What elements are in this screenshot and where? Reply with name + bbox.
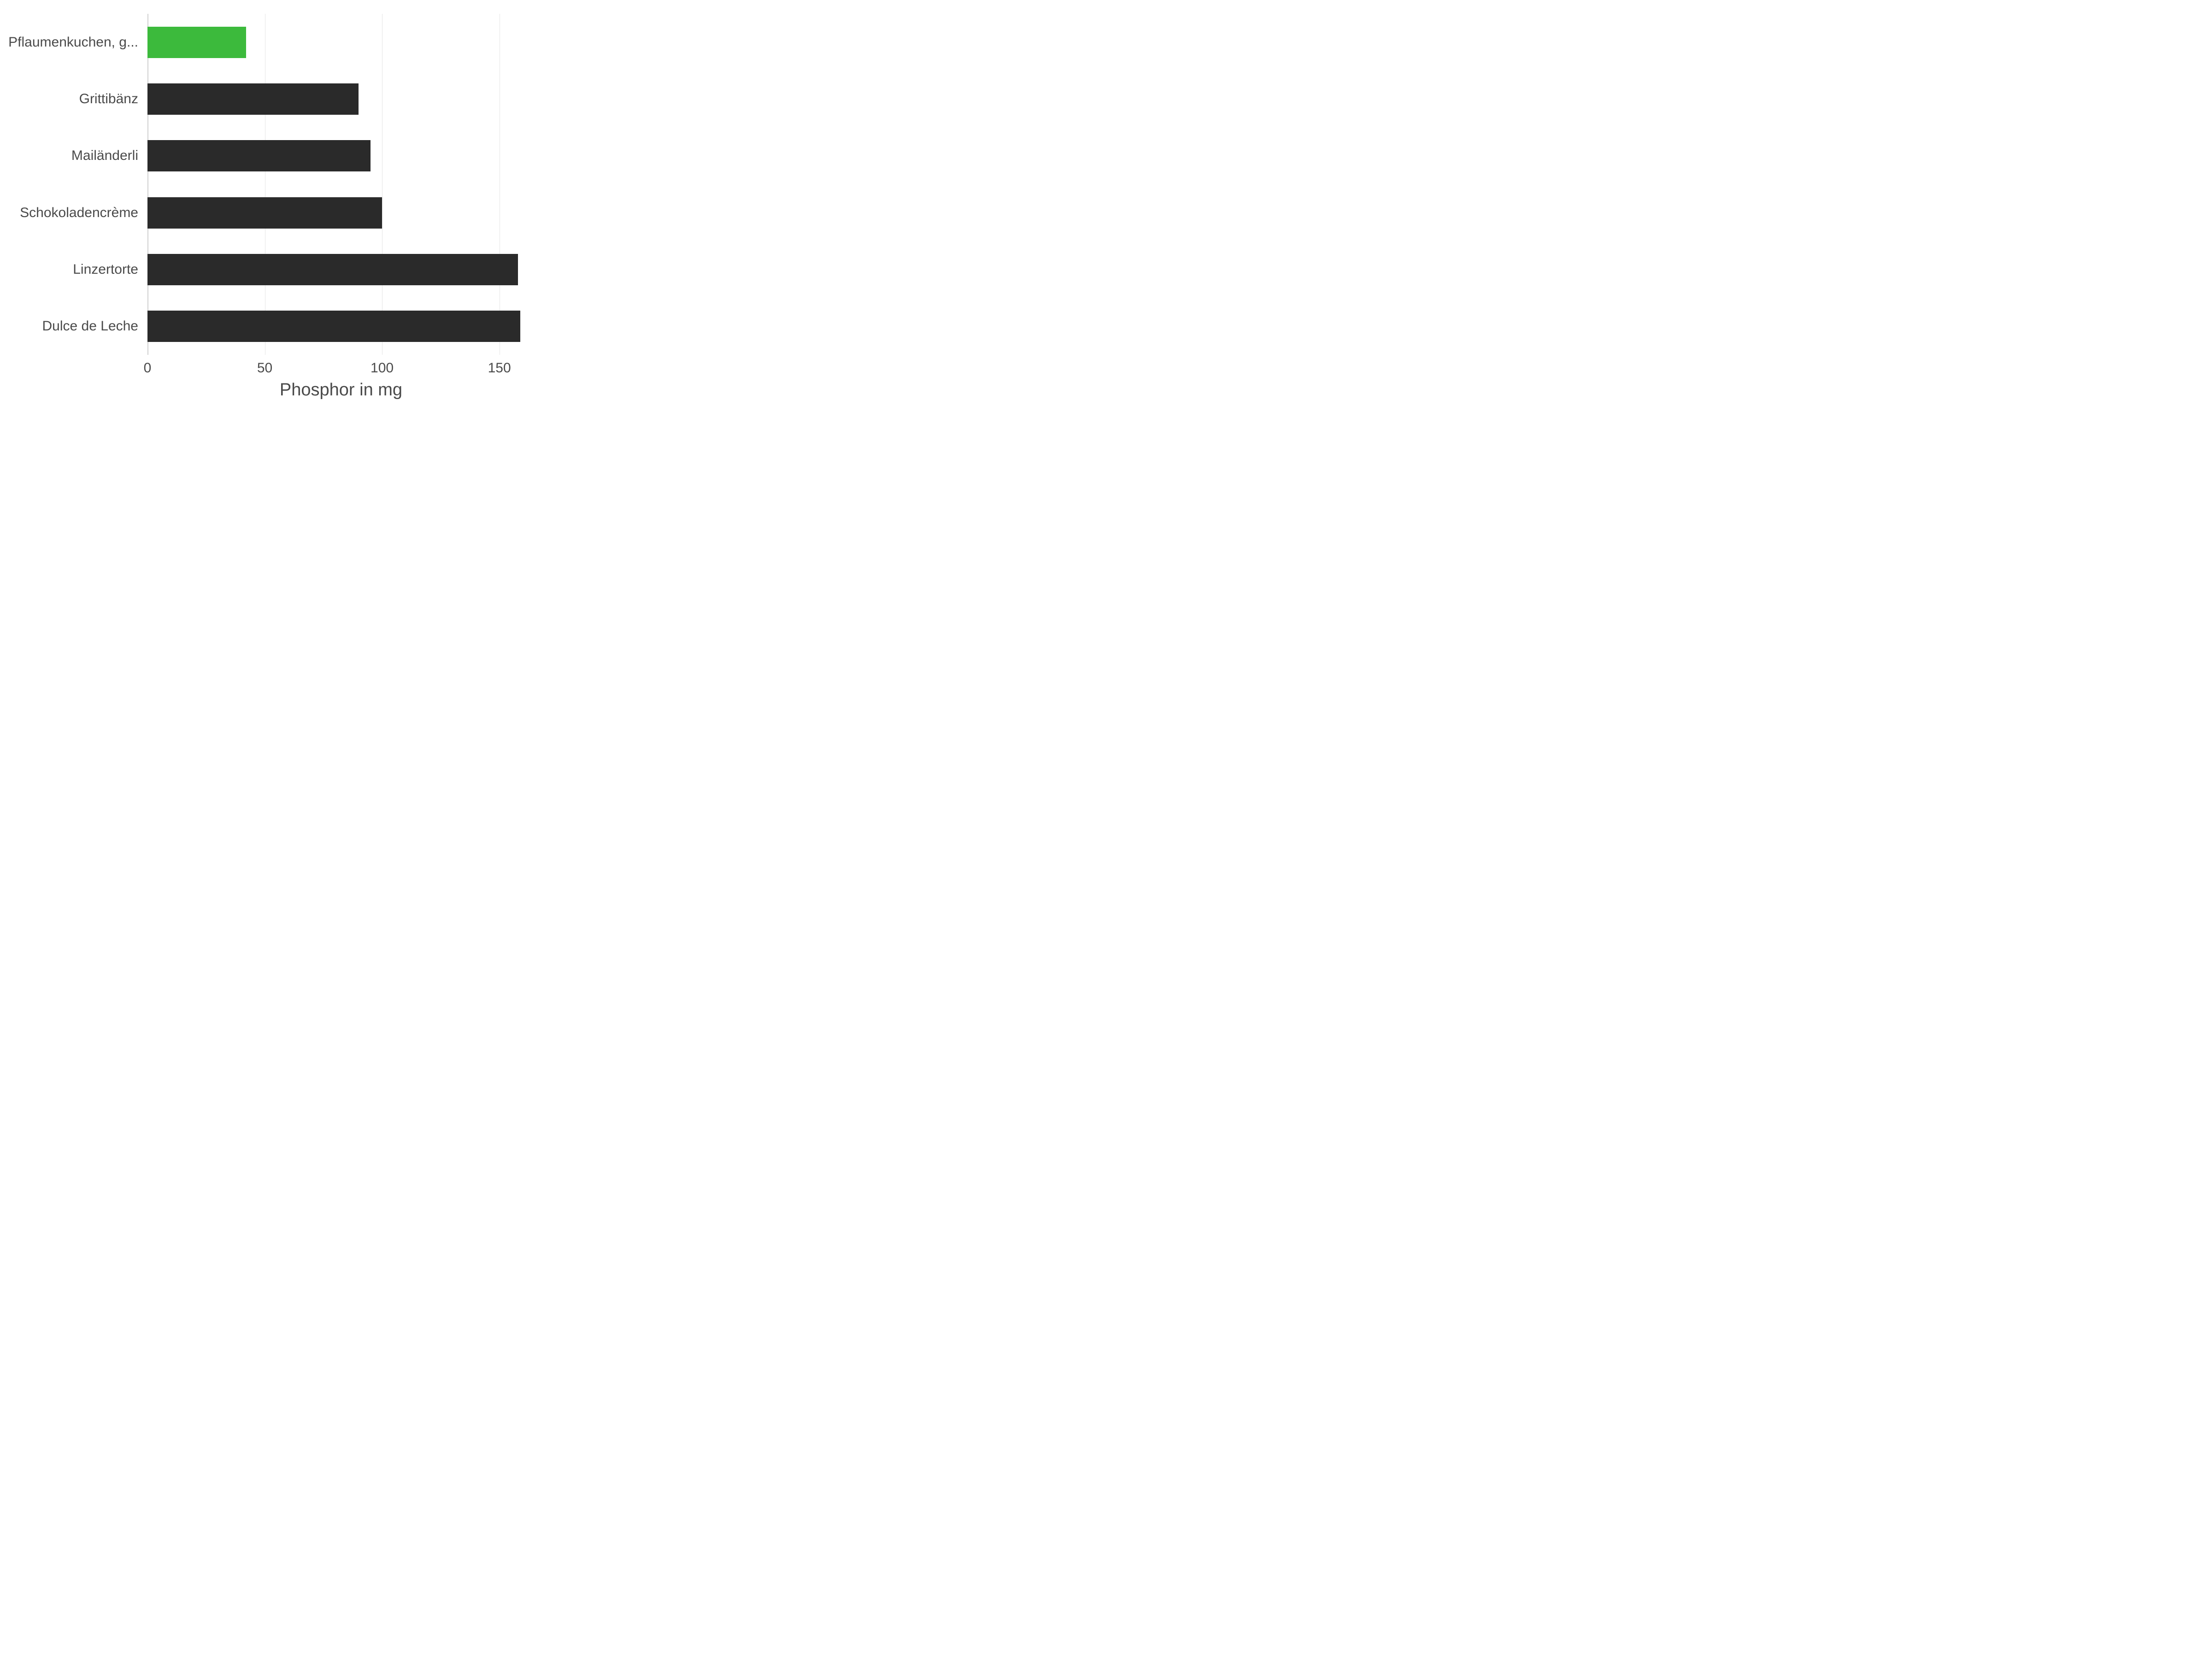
category-label: Linzertorte	[73, 262, 138, 277]
category-label: Schokoladencrème	[20, 205, 138, 221]
y-axis-line	[147, 14, 148, 355]
category-label: Grittibänz	[79, 91, 138, 107]
x-tick-label: 100	[371, 360, 394, 376]
x-tick-label: 150	[488, 360, 511, 376]
bar-row	[147, 311, 535, 342]
category-label: Pflaumenkuchen, g...	[8, 35, 138, 50]
x-tick-label: 0	[144, 360, 152, 376]
bar	[147, 83, 359, 115]
bar	[147, 254, 518, 285]
bar-row	[147, 140, 535, 171]
bar-row	[147, 197, 535, 229]
bar	[147, 311, 520, 342]
bar-row	[147, 254, 535, 285]
bar	[147, 140, 371, 171]
bar-row	[147, 27, 535, 58]
bar	[147, 197, 382, 229]
category-label: Mailänderli	[71, 148, 138, 164]
bar	[147, 27, 246, 58]
x-tick-label: 50	[257, 360, 272, 376]
x-axis-title: Phosphor in mg	[280, 380, 402, 400]
plot-area: 050100150Pflaumenkuchen, g...GrittibänzM…	[147, 14, 535, 355]
chart-container: 0 50 100 150 Pflaumenkuchen, g... Grittibänz M…	[0, 0, 553, 415]
category-label: Dulce de Leche	[42, 318, 138, 334]
bar-row	[147, 83, 535, 115]
